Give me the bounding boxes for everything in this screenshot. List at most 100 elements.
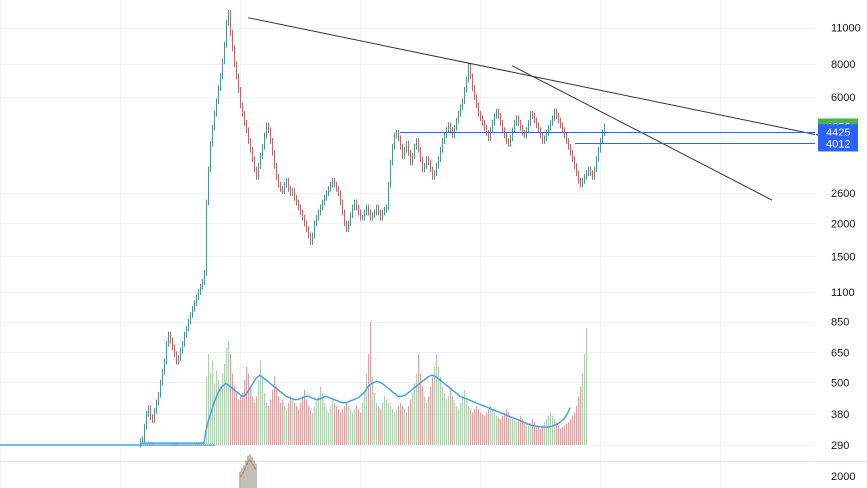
volume-bar: [572, 415, 574, 445]
volume-bar: [306, 399, 308, 445]
volume-bar: [226, 347, 228, 445]
volume-bar: [268, 406, 270, 445]
volume-bar: [512, 419, 514, 445]
volume-bar: [296, 406, 298, 445]
volume-bar: [486, 412, 488, 445]
volume-bar: [290, 396, 292, 445]
volume-bar: [536, 425, 538, 445]
axis-tick-label: 1500: [831, 251, 855, 263]
volume-bar: [156, 443, 158, 445]
volume-bar: [482, 414, 484, 445]
volume-bar: [266, 402, 268, 445]
volume-bar: [394, 412, 396, 445]
volume-bar: [540, 428, 542, 445]
volume-bar: [276, 386, 278, 445]
volume-bar: [428, 396, 430, 445]
volume-bar: [362, 402, 364, 445]
volume-bar: [332, 399, 334, 445]
volume-bar: [432, 376, 434, 445]
volume-bar: [360, 412, 362, 445]
volume-bar: [354, 409, 356, 445]
volume-bar: [260, 360, 262, 445]
volume-bar: [406, 412, 408, 445]
volume-bar: [578, 396, 580, 445]
volume-bar: [270, 399, 272, 445]
volume-bar: [158, 443, 160, 445]
volume-bar: [262, 376, 264, 445]
lower-axis-tick-label: 2000: [831, 471, 855, 483]
volume-bar: [514, 420, 516, 445]
volume-bar: [528, 425, 530, 445]
volume-bar: [438, 367, 440, 445]
volume-bar: [530, 422, 532, 445]
volume-bar: [484, 415, 486, 445]
volume-bar: [538, 427, 540, 445]
volume-bar: [294, 402, 296, 445]
volume-bar: [416, 373, 418, 445]
volume-bar: [460, 402, 462, 445]
volume-bar: [398, 406, 400, 445]
volume-bar: [430, 386, 432, 445]
axis-tick-label: 380: [831, 409, 849, 421]
volume-bar: [412, 393, 414, 445]
volume-bar: [356, 406, 358, 445]
volume-bar: [440, 376, 442, 445]
volume-bar: [280, 402, 282, 445]
volume-bar: [470, 409, 472, 445]
volume-bar: [180, 443, 182, 445]
volume-bar: [474, 409, 476, 445]
volume-bar: [320, 386, 322, 445]
volume-bar: [504, 412, 506, 445]
volume-bar: [458, 409, 460, 445]
volume-bar: [392, 409, 394, 445]
volume-bar: [252, 396, 254, 445]
price-axis[interactable]: 11000 8000 6000 2600 2000 1500 1100 850 650 500 38…: [815, 0, 861, 488]
volume-bar: [310, 409, 312, 445]
volume-bar: [186, 443, 188, 445]
volume-bar: [464, 389, 466, 445]
volume-bar: [454, 402, 456, 445]
volume-bar: [544, 422, 546, 445]
volume-bar: [212, 360, 214, 445]
volume-bar: [240, 396, 242, 445]
volume-bar: [462, 396, 464, 445]
volume-bar: [366, 373, 368, 445]
volume-bar: [218, 380, 220, 445]
volume-bar: [560, 428, 562, 445]
volume-bar: [278, 396, 280, 445]
volume-bar: [312, 412, 314, 445]
volume-bar: [480, 412, 482, 445]
volume-moving-average: [140, 374, 571, 444]
volume-bar: [206, 376, 208, 445]
volume-bar: [378, 406, 380, 445]
volume-bar: [448, 396, 450, 445]
volume-bar: [498, 417, 500, 445]
volume-bar: [308, 406, 310, 445]
volume-bar: [216, 370, 218, 445]
volume-bar: [508, 412, 510, 445]
volume-bar: [352, 412, 354, 445]
volume-bar: [510, 415, 512, 445]
volume-bar: [208, 354, 210, 445]
volume-bar: [302, 396, 304, 445]
volume-bar: [574, 412, 576, 445]
volume-bar: [424, 396, 426, 445]
volume-bar: [564, 425, 566, 445]
volume-bar: [182, 443, 184, 445]
volume-bar: [496, 415, 498, 445]
volume-bar: [376, 402, 378, 445]
volume-bar: [228, 341, 230, 445]
volume-bar: [232, 373, 234, 445]
volume-bar: [516, 422, 518, 445]
volume-bar: [552, 415, 554, 445]
volume-bar: [222, 373, 224, 445]
volume-bar: [434, 367, 436, 445]
volume-bar: [166, 443, 168, 445]
volume-bar: [444, 393, 446, 445]
price-badges: 465044254012: [818, 118, 858, 152]
drawing-overlays[interactable]: [247, 17, 821, 201]
volume-bar: [548, 415, 550, 445]
volume-bar: [230, 354, 232, 445]
volume-bar: [254, 402, 256, 445]
